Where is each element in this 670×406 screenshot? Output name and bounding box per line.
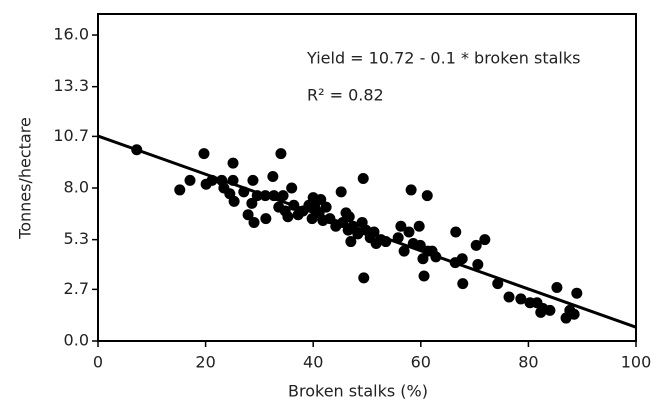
y-axis-label: Tonnes/hectare	[16, 117, 35, 240]
point	[470, 239, 482, 251]
point	[358, 272, 370, 284]
x-tick-label: 20	[195, 353, 215, 372]
point	[551, 281, 563, 293]
plot-frame	[97, 13, 637, 342]
r-squared: R² = 0.82	[307, 86, 384, 105]
point	[571, 287, 583, 299]
point	[405, 184, 417, 196]
point	[544, 304, 556, 316]
point	[503, 291, 515, 303]
point	[450, 226, 462, 238]
point	[198, 148, 210, 160]
x-tick-label: 100	[621, 353, 652, 372]
point	[267, 171, 279, 183]
point	[421, 190, 433, 202]
point	[247, 174, 259, 186]
point	[418, 270, 430, 282]
fit-line	[98, 134, 636, 329]
point	[398, 245, 410, 257]
y-tick-label: 0.0	[64, 331, 89, 350]
point	[413, 220, 425, 232]
point	[335, 186, 347, 198]
point	[492, 278, 504, 290]
point	[403, 226, 415, 238]
point	[277, 190, 289, 202]
point	[472, 259, 484, 271]
point	[343, 211, 355, 223]
point	[457, 278, 469, 290]
point	[174, 184, 186, 196]
point	[282, 211, 294, 223]
x-tick-label: 0	[93, 353, 103, 372]
x-tick-label: 40	[303, 353, 323, 372]
y-tick-label: 16.0	[53, 25, 89, 44]
point	[515, 293, 527, 305]
point	[260, 213, 272, 225]
y-tick-label: 13.3	[53, 76, 89, 95]
point	[320, 201, 332, 213]
point	[227, 157, 239, 169]
point	[242, 209, 254, 221]
equation: Yield = 10.72 - 0.1 * broken stalks	[306, 49, 580, 68]
x-axis-label: Broken stalks (%)	[288, 382, 428, 401]
point	[184, 174, 196, 186]
point	[395, 220, 407, 232]
point	[275, 148, 287, 160]
point	[228, 195, 240, 207]
point	[246, 197, 258, 209]
y-tick-label: 10.7	[53, 126, 89, 145]
y-tick-label: 8.0	[64, 178, 89, 197]
point	[456, 253, 468, 265]
y-tick-label: 2.7	[64, 279, 89, 298]
y-tick-label: 5.3	[64, 229, 89, 248]
point	[286, 182, 298, 194]
point	[345, 236, 357, 248]
point	[248, 216, 260, 228]
point	[357, 172, 369, 184]
x-tick-label: 60	[411, 353, 431, 372]
point	[315, 193, 327, 205]
point	[479, 234, 491, 246]
point	[568, 308, 580, 320]
x-tick-label: 80	[518, 353, 538, 372]
